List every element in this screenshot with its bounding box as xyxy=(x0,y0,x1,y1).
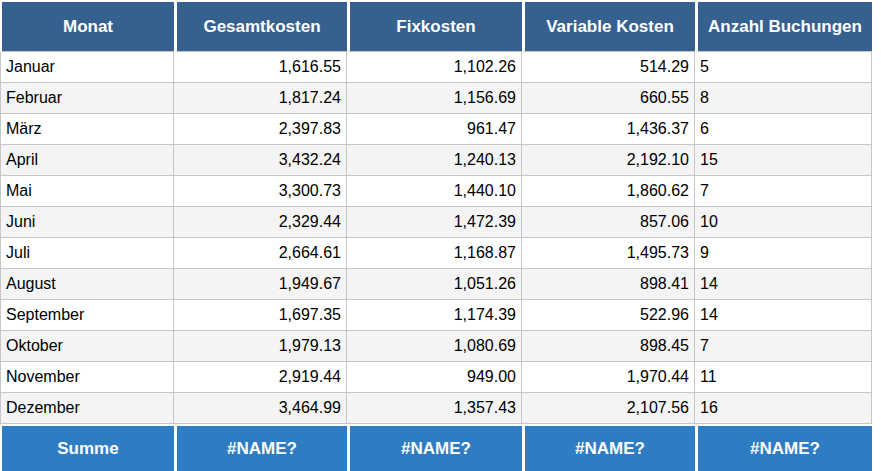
cell-monat[interactable]: November xyxy=(0,362,174,393)
cell-gesamtkosten[interactable]: 1,697.35 xyxy=(174,300,347,331)
table-row: Oktober1,979.131,080.69898.457 xyxy=(0,331,872,362)
cell-monat[interactable]: September xyxy=(0,300,174,331)
cell-variable-kosten[interactable]: 522.96 xyxy=(522,300,695,331)
summary-value-fixkosten[interactable]: #NAME? xyxy=(347,424,522,471)
column-header-monat[interactable]: Monat xyxy=(0,0,174,52)
cell-variable-kosten[interactable]: 898.41 xyxy=(522,269,695,300)
cell-monat[interactable]: August xyxy=(0,269,174,300)
column-header-variable-kosten[interactable]: Variable Kosten xyxy=(522,0,695,52)
cell-variable-kosten[interactable]: 2,107.56 xyxy=(522,393,695,424)
cell-fixkosten[interactable]: 1,102.26 xyxy=(347,52,522,83)
cell-fixkosten[interactable]: 1,440.10 xyxy=(347,176,522,207)
cell-fixkosten[interactable]: 949.00 xyxy=(347,362,522,393)
column-header-fixkosten[interactable]: Fixkosten xyxy=(347,0,522,52)
table-row: Juni2,329.441,472.39857.0610 xyxy=(0,207,872,238)
kosten-table: MonatGesamtkostenFixkostenVariable Koste… xyxy=(0,0,872,471)
table-row: Juli2,664.611,168.871,495.739 xyxy=(0,238,872,269)
cell-gesamtkosten[interactable]: 1,949.67 xyxy=(174,269,347,300)
table-row: Mai3,300.731,440.101,860.627 xyxy=(0,176,872,207)
table-row: November2,919.44949.001,970.4411 xyxy=(0,362,872,393)
cell-fixkosten[interactable]: 1,472.39 xyxy=(347,207,522,238)
summary-value-variable-kosten[interactable]: #NAME? xyxy=(522,424,695,471)
column-header-anzahl-buchungen[interactable]: Anzahl Buchungen xyxy=(695,0,872,52)
header-row: MonatGesamtkostenFixkostenVariable Koste… xyxy=(0,0,872,52)
cell-fixkosten[interactable]: 961.47 xyxy=(347,114,522,145)
cell-monat[interactable]: Februar xyxy=(0,83,174,114)
cell-gesamtkosten[interactable]: 3,464.99 xyxy=(174,393,347,424)
cell-gesamtkosten[interactable]: 1,817.24 xyxy=(174,83,347,114)
cell-gesamtkosten[interactable]: 3,300.73 xyxy=(174,176,347,207)
cell-variable-kosten[interactable]: 857.06 xyxy=(522,207,695,238)
table-row: August1,949.671,051.26898.4114 xyxy=(0,269,872,300)
cell-fixkosten[interactable]: 1,357.43 xyxy=(347,393,522,424)
cell-variable-kosten[interactable]: 1,436.37 xyxy=(522,114,695,145)
table-row: Januar1,616.551,102.26514.295 xyxy=(0,52,872,83)
cell-gesamtkosten[interactable]: 2,919.44 xyxy=(174,362,347,393)
cell-anzahl-buchungen[interactable]: 14 xyxy=(695,269,872,300)
spreadsheet-view: MonatGesamtkostenFixkostenVariable Koste… xyxy=(0,0,881,471)
cell-anzahl-buchungen[interactable]: 8 xyxy=(695,83,872,114)
summary-value-anzahl-buchungen[interactable]: #NAME? xyxy=(695,424,872,471)
table-body: Januar1,616.551,102.26514.295Februar1,81… xyxy=(0,52,872,424)
cell-monat[interactable]: Januar xyxy=(0,52,174,83)
cell-fixkosten[interactable]: 1,051.26 xyxy=(347,269,522,300)
summary-row: Summe#NAME?#NAME?#NAME?#NAME? xyxy=(0,424,872,471)
cell-fixkosten[interactable]: 1,168.87 xyxy=(347,238,522,269)
cell-variable-kosten[interactable]: 660.55 xyxy=(522,83,695,114)
cell-monat[interactable]: Mai xyxy=(0,176,174,207)
cell-anzahl-buchungen[interactable]: 11 xyxy=(695,362,872,393)
cell-gesamtkosten[interactable]: 2,664.61 xyxy=(174,238,347,269)
cell-monat[interactable]: Dezember xyxy=(0,393,174,424)
cell-fixkosten[interactable]: 1,080.69 xyxy=(347,331,522,362)
table-row: Februar1,817.241,156.69660.558 xyxy=(0,83,872,114)
column-header-gesamtkosten[interactable]: Gesamtkosten xyxy=(174,0,347,52)
table-row: Dezember3,464.991,357.432,107.5616 xyxy=(0,393,872,424)
cell-fixkosten[interactable]: 1,156.69 xyxy=(347,83,522,114)
cell-monat[interactable]: Juli xyxy=(0,238,174,269)
table-row: September1,697.351,174.39522.9614 xyxy=(0,300,872,331)
cell-anzahl-buchungen[interactable]: 7 xyxy=(695,331,872,362)
cell-anzahl-buchungen[interactable]: 10 xyxy=(695,207,872,238)
cell-anzahl-buchungen[interactable]: 16 xyxy=(695,393,872,424)
cell-monat[interactable]: April xyxy=(0,145,174,176)
cell-anzahl-buchungen[interactable]: 14 xyxy=(695,300,872,331)
cell-gesamtkosten[interactable]: 1,979.13 xyxy=(174,331,347,362)
cell-variable-kosten[interactable]: 1,495.73 xyxy=(522,238,695,269)
cell-variable-kosten[interactable]: 1,860.62 xyxy=(522,176,695,207)
cell-variable-kosten[interactable]: 2,192.10 xyxy=(522,145,695,176)
cell-fixkosten[interactable]: 1,174.39 xyxy=(347,300,522,331)
cell-fixkosten[interactable]: 1,240.13 xyxy=(347,145,522,176)
cell-gesamtkosten[interactable]: 3,432.24 xyxy=(174,145,347,176)
summary-value-gesamtkosten[interactable]: #NAME? xyxy=(174,424,347,471)
cell-gesamtkosten[interactable]: 2,329.44 xyxy=(174,207,347,238)
cell-gesamtkosten[interactable]: 1,616.55 xyxy=(174,52,347,83)
cell-monat[interactable]: März xyxy=(0,114,174,145)
cell-variable-kosten[interactable]: 514.29 xyxy=(522,52,695,83)
table-row: April3,432.241,240.132,192.1015 xyxy=(0,145,872,176)
table-row: März2,397.83961.471,436.376 xyxy=(0,114,872,145)
summary-label[interactable]: Summe xyxy=(0,424,174,471)
cell-monat[interactable]: Juni xyxy=(0,207,174,238)
cell-anzahl-buchungen[interactable]: 7 xyxy=(695,176,872,207)
cell-monat[interactable]: Oktober xyxy=(0,331,174,362)
cell-anzahl-buchungen[interactable]: 15 xyxy=(695,145,872,176)
cell-variable-kosten[interactable]: 898.45 xyxy=(522,331,695,362)
cell-variable-kosten[interactable]: 1,970.44 xyxy=(522,362,695,393)
cell-anzahl-buchungen[interactable]: 6 xyxy=(695,114,872,145)
cell-anzahl-buchungen[interactable]: 9 xyxy=(695,238,872,269)
cell-gesamtkosten[interactable]: 2,397.83 xyxy=(174,114,347,145)
cell-anzahl-buchungen[interactable]: 5 xyxy=(695,52,872,83)
